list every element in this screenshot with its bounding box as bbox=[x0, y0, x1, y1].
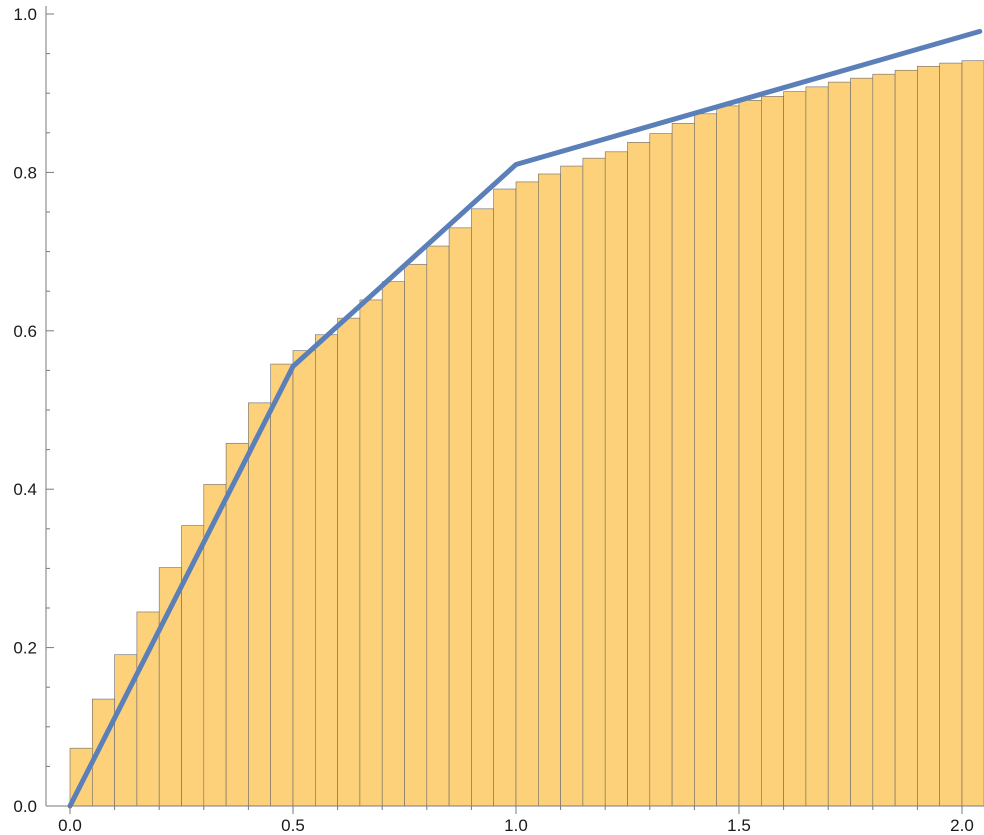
histogram-bar bbox=[694, 113, 718, 807]
histogram-bar bbox=[248, 402, 271, 807]
x-axis-ticks: 0.0 0.5 1.0 1.5 2.0 bbox=[58, 806, 974, 835]
histogram-bar bbox=[827, 81, 851, 807]
x-tick-label: 1.0 bbox=[504, 816, 528, 835]
histogram-bar bbox=[337, 317, 361, 807]
histogram-bar bbox=[471, 208, 494, 807]
y-axis-ticks: 0.0 0.2 0.4 0.6 0.8 1.0 bbox=[13, 5, 54, 816]
axes: 0.0 0.5 1.0 1.5 2.0 0.0 0.2 0.4 0.6 0.8 1.0 bbox=[13, 5, 984, 835]
histogram-bar bbox=[894, 69, 918, 807]
histogram-bar bbox=[381, 281, 405, 807]
histogram-bar bbox=[359, 299, 383, 807]
histogram-bar bbox=[270, 363, 294, 807]
x-tick-label: 1.5 bbox=[727, 816, 751, 835]
histogram-bar bbox=[627, 142, 651, 807]
x-tick-label: 0.5 bbox=[281, 816, 305, 835]
y-tick-label: 0.8 bbox=[13, 163, 37, 182]
y-tick-label: 0.0 bbox=[13, 797, 37, 816]
histogram-bar bbox=[850, 77, 874, 807]
histogram-bar bbox=[917, 65, 941, 807]
histogram-bar bbox=[426, 245, 450, 807]
histogram-bar bbox=[515, 181, 539, 807]
histogram-bar bbox=[939, 62, 963, 807]
histogram-bar bbox=[716, 105, 740, 807]
histogram-bar bbox=[537, 173, 561, 807]
histogram-bar bbox=[671, 122, 695, 807]
y-tick-label: 0.2 bbox=[13, 639, 37, 658]
histogram-bar bbox=[314, 334, 338, 807]
line-series-path bbox=[67, 28, 983, 809]
histogram-bar bbox=[493, 188, 517, 807]
histogram-bar bbox=[760, 96, 784, 807]
histogram-bar bbox=[805, 86, 829, 807]
histogram-bar bbox=[783, 91, 807, 807]
y-tick-label: 1.0 bbox=[13, 5, 37, 24]
histogram-bar bbox=[560, 165, 584, 807]
histogram-bar bbox=[961, 60, 984, 807]
histogram-bar bbox=[292, 350, 316, 807]
y-tick-label: 0.4 bbox=[13, 480, 37, 499]
histogram-bar bbox=[404, 263, 428, 807]
line-series bbox=[67, 28, 983, 809]
x-tick-label: 0.0 bbox=[58, 816, 82, 835]
histogram-bar bbox=[604, 151, 628, 807]
histogram-bar bbox=[582, 157, 606, 807]
histogram-bar bbox=[649, 133, 673, 807]
histogram-bar bbox=[738, 100, 762, 807]
histogram-bars bbox=[69, 60, 984, 807]
histogram-bar bbox=[225, 442, 249, 807]
x-tick-label: 2.0 bbox=[950, 816, 974, 835]
histogram-bar bbox=[448, 227, 472, 807]
histogram-bar bbox=[872, 73, 896, 807]
y-tick-label: 0.6 bbox=[13, 322, 37, 341]
